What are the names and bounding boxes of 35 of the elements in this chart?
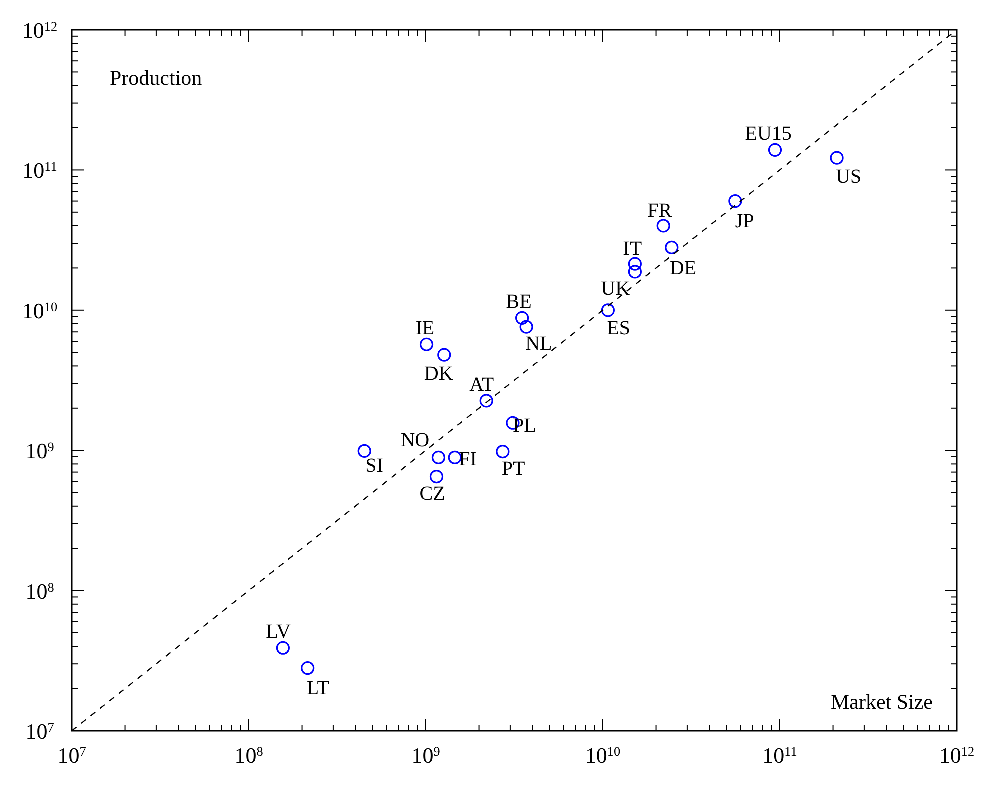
- annotation: ES: [607, 317, 631, 340]
- y-tick-label: 10$^{11}$: [22, 158, 58, 184]
- y-tick-label: 10$^{10}$: [22, 298, 58, 324]
- annotation: IE: [416, 318, 435, 340]
- x-tick-label: 10$^{12}$: [939, 743, 975, 768]
- annotation: NL: [526, 333, 552, 356]
- y-axis-title: Production: [110, 66, 203, 90]
- annotation: IT: [623, 238, 642, 260]
- annotation: DE: [670, 258, 697, 280]
- annotation: AT: [470, 374, 494, 396]
- annotation: FI: [459, 448, 477, 471]
- annotation: UK: [601, 278, 631, 300]
- x-tick-label: 10$^{11}$: [762, 743, 798, 768]
- annotation: JP: [735, 210, 754, 232]
- x-tick-label: 10$^{10}$: [585, 743, 621, 768]
- y-tick-label: 10$^{8}$: [26, 578, 55, 604]
- y-tick-label: 10$^{12}$: [22, 18, 58, 43]
- annotation: FR: [648, 200, 673, 222]
- annotation: BE: [506, 291, 532, 314]
- annotation: PL: [512, 415, 536, 438]
- annotation: LT: [306, 677, 330, 700]
- annotation: US: [836, 166, 862, 188]
- annotation: DK: [424, 363, 454, 386]
- annotation: CZ: [420, 482, 446, 505]
- annotation: LV: [266, 621, 292, 644]
- annotation: PT: [502, 458, 526, 480]
- x-axis-title: Market Size: [830, 690, 933, 714]
- x-tick-label: 10$^{8}$: [234, 743, 264, 768]
- annotation: NO: [400, 430, 430, 452]
- x-tick-label: 10$^{7}$: [58, 743, 87, 768]
- annotation: EU15: [745, 123, 792, 146]
- y-tick-label: 10$^{9}$: [26, 438, 55, 464]
- y-tick-label: 10$^{7}$: [26, 719, 55, 744]
- x-tick-label: 10$^{9}$: [412, 743, 441, 768]
- annotation: SI: [366, 455, 384, 478]
